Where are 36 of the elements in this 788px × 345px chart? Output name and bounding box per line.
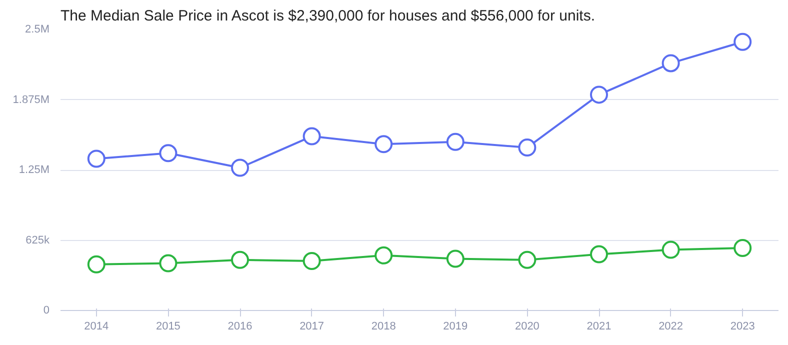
point (518, 138, 536, 157)
y-tick-label: 1.25M (18, 164, 50, 176)
point (446, 250, 464, 268)
x-tick-label: 2022 (658, 320, 684, 332)
y-tick-label: 0 (43, 304, 50, 316)
point (662, 240, 680, 259)
y-tick-label: 2.5M (25, 24, 50, 36)
x-tick-label: 2014 (84, 320, 109, 332)
point (302, 252, 321, 270)
chart-title: The Median Sale Price in Ascot is $2,390,000 for houses and $556,000 for units. (60, 8, 596, 24)
x-tick-label: 2019 (443, 320, 468, 332)
x-tick-label: 2015 (156, 320, 180, 332)
point (159, 144, 178, 162)
y-tick-label: 1.875M (12, 94, 50, 106)
point (734, 239, 752, 257)
x-tick-label: 2016 (228, 320, 252, 332)
point (231, 250, 249, 269)
point (159, 254, 178, 272)
point (734, 32, 752, 51)
x-tick-label: 2020 (514, 320, 540, 332)
point (662, 54, 680, 72)
point (374, 135, 393, 154)
point (590, 245, 608, 264)
point (590, 86, 608, 104)
x-tick-label: 2017 (300, 320, 324, 332)
x-tick-label: 2023 (730, 320, 755, 332)
y-tick-label: 625k (26, 234, 50, 246)
point (302, 127, 321, 146)
point (87, 150, 106, 168)
point (446, 132, 464, 151)
point (374, 246, 393, 264)
x-tick-label: 2021 (586, 320, 612, 332)
point (231, 158, 249, 177)
point (87, 255, 106, 274)
x-tick-label: 2018 (371, 320, 396, 332)
point (518, 250, 536, 269)
